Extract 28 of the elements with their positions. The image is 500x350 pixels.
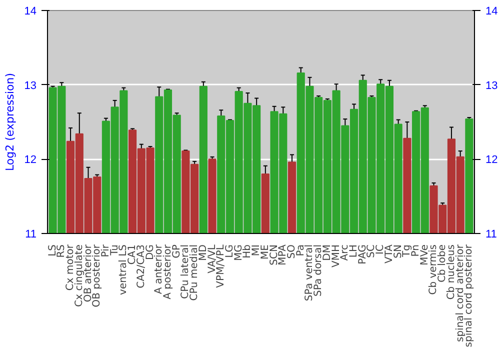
y2-tick-label: 11: [486, 228, 497, 240]
x-tick-label: CA2/CA3: [136, 244, 147, 288]
y-axis-title: Log2 (expression): [3, 72, 16, 172]
x-tick-label: DM: [322, 244, 333, 261]
x-tick-label: Pa: [295, 244, 306, 256]
x-tick-label: Cx cingulate: [74, 244, 85, 307]
x-tick-label: spinal cord posterior: [464, 244, 475, 348]
y-tick-label: 14: [24, 6, 37, 18]
x-tick-label: Pir: [100, 244, 112, 258]
x-tick-label: DG: [144, 244, 156, 260]
x-tick-label: GP: [171, 244, 182, 258]
x-tick-label: MVe: [419, 244, 430, 266]
y-tick-label: 12: [24, 154, 37, 166]
x-tick-label: Cb lobe: [437, 244, 448, 282]
y2-tick-label: 12: [486, 154, 498, 166]
x-tick-label: VTA: [384, 244, 395, 264]
x-tick-label: Cb nucleus: [446, 244, 457, 300]
y2-tick-label: 13: [486, 80, 498, 92]
x-tick-label: MD: [198, 244, 209, 261]
x-tick-label: ME: [260, 244, 271, 260]
y-tick-label: 13: [24, 80, 37, 92]
x-tick-label: RS: [56, 244, 68, 258]
y2-tick-label: 14: [486, 6, 498, 18]
y-tick-label: 11: [25, 228, 37, 240]
x-tick-label: Tg: [402, 244, 413, 258]
x-tick-label: A posterior: [162, 244, 174, 300]
x-tick-label: LG: [224, 244, 236, 258]
x-tick-label: OB posterior: [92, 244, 103, 308]
